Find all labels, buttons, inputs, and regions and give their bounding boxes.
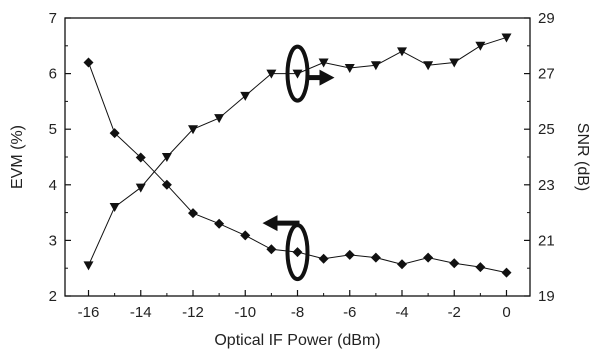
series-1-line bbox=[88, 62, 507, 274]
x-tick-label: -8 bbox=[291, 304, 304, 321]
indicator-ellipse bbox=[285, 44, 310, 103]
x-tick-label: -4 bbox=[395, 304, 408, 321]
series-1-point bbox=[449, 258, 460, 269]
axis-ticks bbox=[65, 17, 530, 297]
left-y-tick-label: 4 bbox=[49, 177, 57, 194]
x-axis-title: Optical IF Power (dBm) bbox=[214, 332, 380, 349]
series-2-point bbox=[266, 69, 277, 79]
series-1-point bbox=[423, 252, 434, 263]
right-y-tick-label: 25 bbox=[538, 121, 555, 138]
x-tick-label: -14 bbox=[130, 304, 152, 321]
x-tick-label: 0 bbox=[502, 304, 510, 321]
x-tick-label: -2 bbox=[448, 304, 461, 321]
series-2-point bbox=[188, 125, 199, 135]
left-y-tick-label: 6 bbox=[49, 66, 57, 83]
series-2-point bbox=[135, 183, 146, 193]
series-2-point bbox=[214, 114, 225, 124]
right-y-tick-label: 27 bbox=[538, 66, 555, 83]
series-2-point bbox=[396, 47, 407, 57]
series-1-point bbox=[161, 179, 172, 190]
series-markers bbox=[83, 33, 512, 278]
right-y-tick-label: 29 bbox=[538, 10, 555, 27]
series-2-point bbox=[83, 261, 94, 271]
series-2-point bbox=[240, 91, 251, 101]
series-1-point bbox=[135, 152, 146, 163]
series-1-point bbox=[214, 218, 225, 229]
series-1-point bbox=[240, 230, 251, 241]
axis-annotations bbox=[262, 44, 335, 282]
right-y-tick-label: 19 bbox=[538, 288, 555, 305]
series-2-point bbox=[344, 64, 355, 74]
left-y-tick-label: 2 bbox=[49, 288, 57, 305]
series-1-point bbox=[475, 262, 486, 273]
x-tick-label: -10 bbox=[234, 304, 256, 321]
series-2-point bbox=[370, 61, 381, 71]
series-2-point bbox=[318, 58, 329, 68]
series-1-point bbox=[370, 252, 381, 263]
x-tick-label: -12 bbox=[182, 304, 204, 321]
series-2-point bbox=[501, 33, 512, 43]
series-1-point bbox=[83, 57, 94, 68]
series-2-point bbox=[423, 61, 434, 71]
right-y-tick-label: 21 bbox=[538, 232, 555, 249]
series-2-point bbox=[449, 58, 460, 68]
left-axis-title: EVM (%) bbox=[9, 125, 26, 189]
series-2-point bbox=[475, 41, 486, 51]
series-2-point bbox=[292, 69, 303, 79]
series-2-point bbox=[161, 153, 172, 162]
left-y-tick-label: 5 bbox=[49, 121, 57, 138]
right-axis-title: SNR (dB) bbox=[574, 123, 591, 191]
series-1-point bbox=[188, 208, 199, 219]
x-tick-label: -16 bbox=[78, 304, 100, 321]
series-1-point bbox=[344, 249, 355, 260]
series-1-point bbox=[292, 247, 303, 258]
right-y-tick-label: 23 bbox=[538, 177, 555, 194]
series-2-point bbox=[109, 203, 120, 213]
left-arrow-head bbox=[262, 215, 278, 232]
series-1-point bbox=[501, 267, 512, 278]
right-arrow-head bbox=[319, 69, 335, 86]
series-1-point bbox=[266, 244, 277, 255]
series-1-point bbox=[109, 128, 120, 139]
series-1-point bbox=[318, 253, 329, 264]
series-1-point bbox=[396, 259, 407, 270]
left-y-tick-label: 7 bbox=[49, 10, 57, 27]
left-y-tick-label: 3 bbox=[49, 232, 57, 249]
x-tick-label: -6 bbox=[343, 304, 356, 321]
